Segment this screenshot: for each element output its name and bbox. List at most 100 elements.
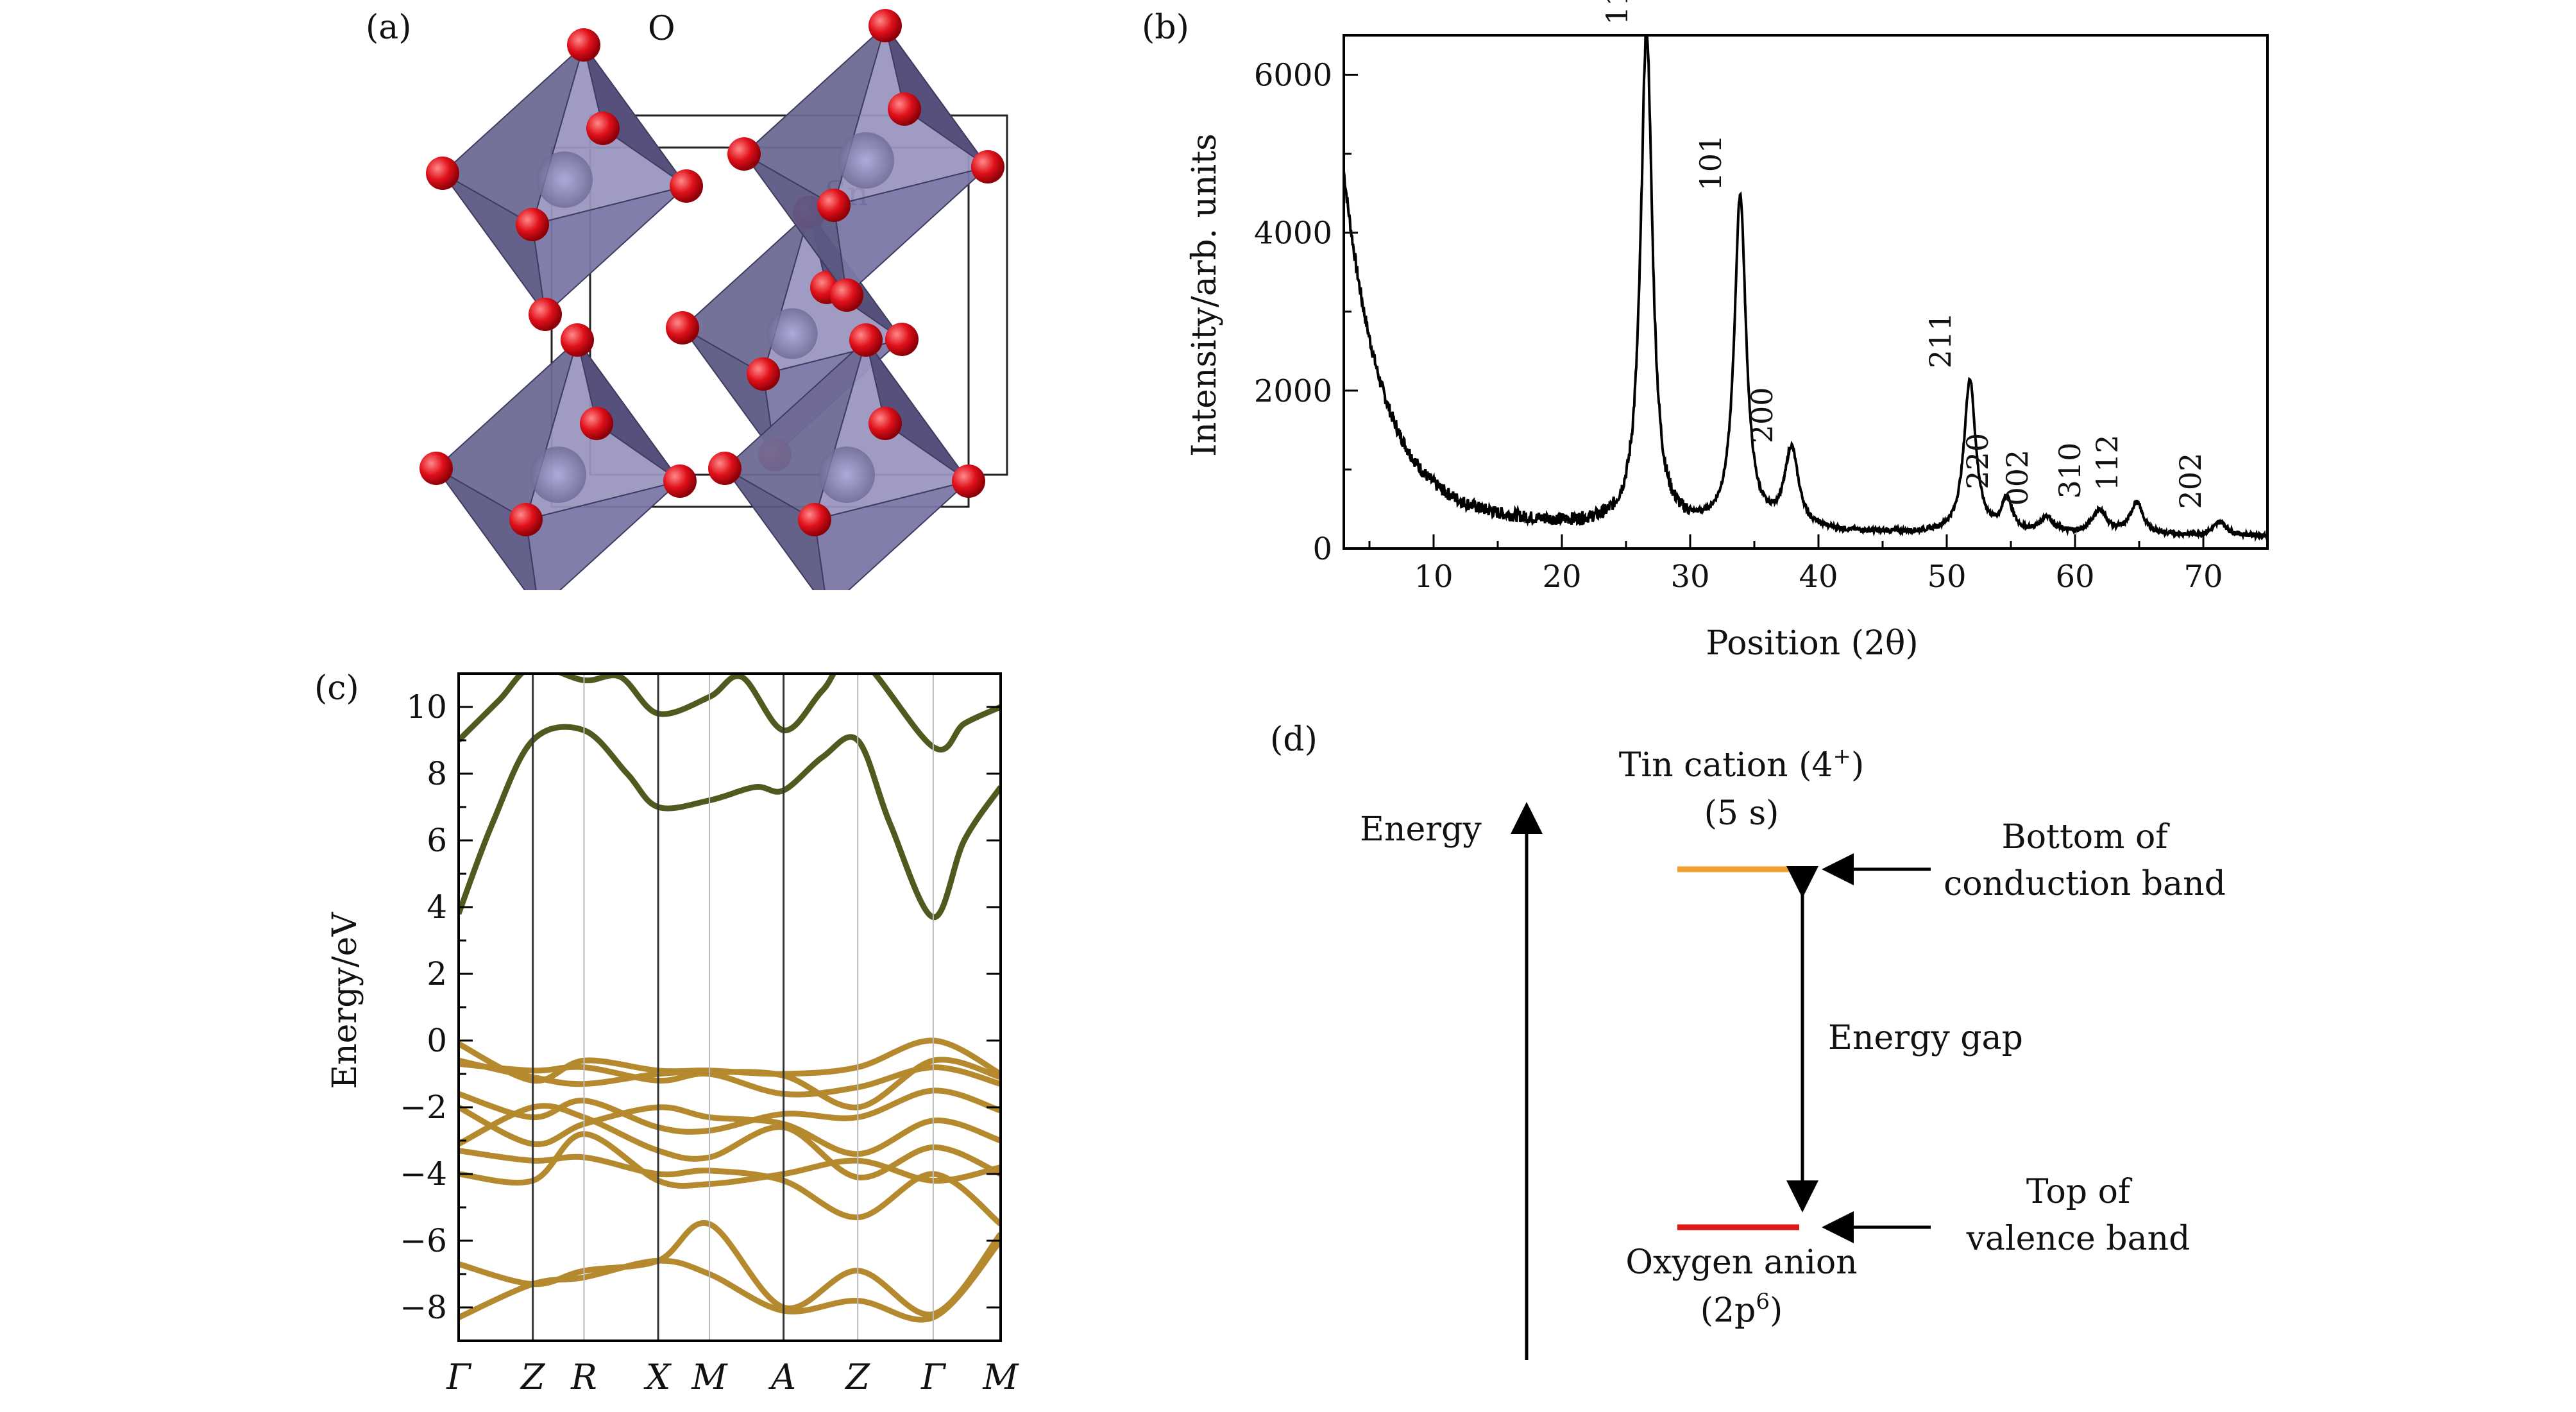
tin-atom xyxy=(818,447,875,503)
xrd-peak-label: 112 xyxy=(2090,434,2124,491)
top-of-label: Top of xyxy=(2026,1173,2133,1211)
xrd-intensity-curve xyxy=(1343,34,2269,543)
tin-atom xyxy=(767,308,818,359)
oxygen-anion-label: Oxygen anion xyxy=(1625,1243,1857,1282)
xrd-y-tick-label: 2000 xyxy=(1254,373,1332,409)
octahedron-face xyxy=(577,339,681,482)
band-y-tick-label: 2 xyxy=(427,955,447,992)
band-structure-panel: (c) −8 −6 −4 −2 0 2 4 6 8 10 Γ Z R X M A Z Γ M Energy/eV xyxy=(295,654,1065,1409)
xrd-x-tick-label: 40 xyxy=(1799,559,1838,595)
oxygen-atom xyxy=(426,157,459,190)
conduction-band-label: conduction band xyxy=(1944,865,2226,903)
conduction-band-curve xyxy=(459,724,1001,921)
xrd-axes xyxy=(1343,34,2269,550)
band-y-tick-label: 10 xyxy=(406,688,447,726)
octahedron-bottom-left xyxy=(419,323,697,626)
oxygen-atom xyxy=(529,298,562,331)
oxygen-atom xyxy=(509,503,543,536)
octahedron-face xyxy=(813,481,969,611)
xrd-peak-label: 002 xyxy=(2000,450,2035,506)
oxygen-atom xyxy=(663,464,697,498)
oxygen-atom xyxy=(747,357,780,391)
xrd-y-tick-label: 6000 xyxy=(1254,58,1332,94)
crystal-structure-figure: (a) O Sn xyxy=(366,8,1008,626)
k-point-label: M xyxy=(691,1357,728,1397)
xrd-y-axis-label: Intensity/arb. units xyxy=(1185,133,1224,457)
xrd-peak-label: 202 xyxy=(2173,453,2208,509)
band-y-tick-label: 6 xyxy=(427,822,447,859)
valence-band-curve xyxy=(459,1060,1001,1098)
oxygen-atom xyxy=(869,407,902,440)
band-y-tick-label: −8 xyxy=(400,1289,447,1326)
energy-diagram-panel: (d) Energy Tin cation (4+) (5 s) Energy … xyxy=(1219,693,2309,1409)
band-curves xyxy=(459,674,1001,1323)
xrd-peak-label: 110 xyxy=(1600,0,1634,25)
valence-band-curve xyxy=(459,1220,1001,1318)
oxygen-atom xyxy=(561,323,594,357)
k-point-label: Z xyxy=(844,1357,870,1397)
oxygen-atom xyxy=(586,112,620,145)
tin-cation-label: Tin cation (4+) xyxy=(1619,744,1864,785)
panel-c-label: (c) xyxy=(314,669,359,708)
k-point-label: Γ xyxy=(446,1357,472,1397)
xrd-x-axis-label: Position (2θ) xyxy=(1706,624,1918,663)
xrd-peak-label: 211 xyxy=(1923,312,1958,369)
oxygen-atom xyxy=(419,452,453,485)
k-point-label: R xyxy=(570,1357,597,1397)
oxygen-atom xyxy=(885,323,919,356)
tin-atom xyxy=(838,132,894,189)
energy-diagram: (d) Energy Tin cation (4+) (5 s) Energy … xyxy=(1270,720,2226,1360)
xrd-frame xyxy=(1343,34,2269,550)
xrd-x-tick-label: 50 xyxy=(1927,559,1966,595)
xrd-x-tick-label: 30 xyxy=(1670,559,1709,595)
band-lines xyxy=(459,674,1001,1323)
oxygen-atom xyxy=(516,208,549,241)
oxygen-atom xyxy=(567,28,600,62)
k-point-label: Z xyxy=(520,1357,546,1397)
band-y-axis-label: Energy/eV xyxy=(326,912,364,1089)
valence-band-label: valence band xyxy=(1966,1220,2190,1258)
panel-b-label: (b) xyxy=(1142,8,1189,47)
octahedron-top-right xyxy=(727,9,1004,312)
xrd-ticks: 10 20 30 40 50 60 70 0 2000 4000 6000 xyxy=(1254,58,2223,595)
k-point-label: X xyxy=(643,1357,672,1397)
band-y-tick-label: −2 xyxy=(400,1089,447,1126)
oxygen-atom xyxy=(817,189,851,222)
octahedron-face xyxy=(525,481,681,611)
oxygen-atom xyxy=(666,311,699,344)
xrd-x-tick-label: 20 xyxy=(1542,559,1581,595)
octahedron-bottom-right xyxy=(708,323,985,626)
octahedron-face xyxy=(833,166,988,297)
band-y-tick-label: 4 xyxy=(427,889,447,926)
oxygen-orbital-label: (2p6) xyxy=(1700,1289,1783,1330)
xrd-y-tick-label: 4000 xyxy=(1254,216,1332,251)
xrd-peak-label: 101 xyxy=(1693,135,1728,191)
k-point-label: A xyxy=(768,1357,796,1397)
xrd-peak-label: 200 xyxy=(1745,387,1779,443)
oxygen-atom xyxy=(580,407,613,440)
panel-d-label: (d) xyxy=(1270,720,1318,759)
band-y-tick-label: −4 xyxy=(400,1155,447,1193)
valence-band-curve xyxy=(459,1103,1001,1180)
xrd-pattern-panel: (b) 10 20 30 40 50 60 70 0 2000 4000 6000 110 101 20… xyxy=(1123,0,2341,680)
xrd-x-tick-label: 70 xyxy=(2183,559,2223,595)
k-point-label: M xyxy=(982,1357,1019,1397)
oxygen-atom xyxy=(670,169,703,203)
xrd-x-tick-label: 10 xyxy=(1414,559,1453,595)
band-y-tick-label: 0 xyxy=(427,1022,447,1059)
crystal-octahedra xyxy=(419,9,1008,626)
energy-gap-label: Energy gap xyxy=(1828,1019,2023,1057)
oxygen-atom xyxy=(849,323,883,357)
xrd-chart: (b) 10 20 30 40 50 60 70 0 2000 4000 6000 110 101 20… xyxy=(1142,0,2269,663)
oxygen-atom xyxy=(798,503,831,536)
tin-orbital-label: (5 s) xyxy=(1704,794,1779,833)
xrd-peak-label: 220 xyxy=(1960,433,1995,489)
panel-a-label: (a) xyxy=(366,8,412,47)
octahedron-face xyxy=(865,339,969,482)
octahedron-face xyxy=(531,185,687,316)
oxygen-atom xyxy=(727,137,761,171)
octahedron-top-left xyxy=(426,28,703,331)
oxygen-atom xyxy=(952,464,985,498)
